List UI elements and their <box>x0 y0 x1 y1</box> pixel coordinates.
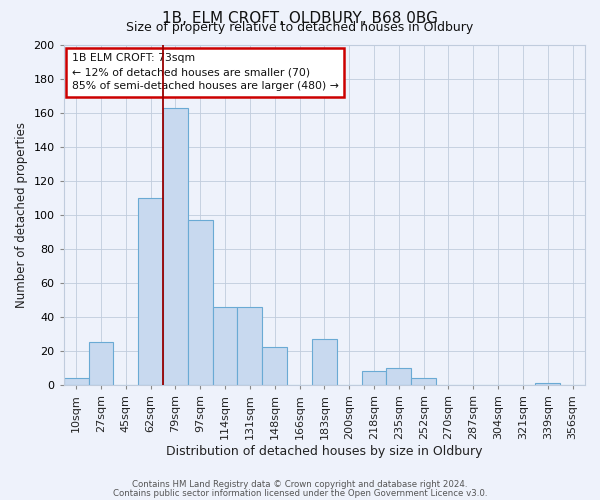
Bar <box>411 378 436 385</box>
Bar <box>138 198 163 385</box>
Text: 1B ELM CROFT: 73sqm
← 12% of detached houses are smaller (70)
85% of semi-detach: 1B ELM CROFT: 73sqm ← 12% of detached ho… <box>71 54 338 92</box>
Bar <box>64 378 89 385</box>
Bar <box>312 339 337 385</box>
X-axis label: Distribution of detached houses by size in Oldbury: Distribution of detached houses by size … <box>166 444 482 458</box>
Bar <box>163 108 188 385</box>
Bar <box>212 306 238 385</box>
Bar <box>262 348 287 385</box>
Bar <box>386 368 411 385</box>
Bar <box>188 220 212 385</box>
Bar <box>362 371 386 385</box>
Text: Size of property relative to detached houses in Oldbury: Size of property relative to detached ho… <box>127 22 473 35</box>
Bar <box>89 342 113 385</box>
Text: Contains HM Land Registry data © Crown copyright and database right 2024.: Contains HM Land Registry data © Crown c… <box>132 480 468 489</box>
Y-axis label: Number of detached properties: Number of detached properties <box>15 122 28 308</box>
Bar <box>535 383 560 385</box>
Text: Contains public sector information licensed under the Open Government Licence v3: Contains public sector information licen… <box>113 488 487 498</box>
Bar <box>238 306 262 385</box>
Text: 1B, ELM CROFT, OLDBURY, B68 0BG: 1B, ELM CROFT, OLDBURY, B68 0BG <box>162 11 438 26</box>
